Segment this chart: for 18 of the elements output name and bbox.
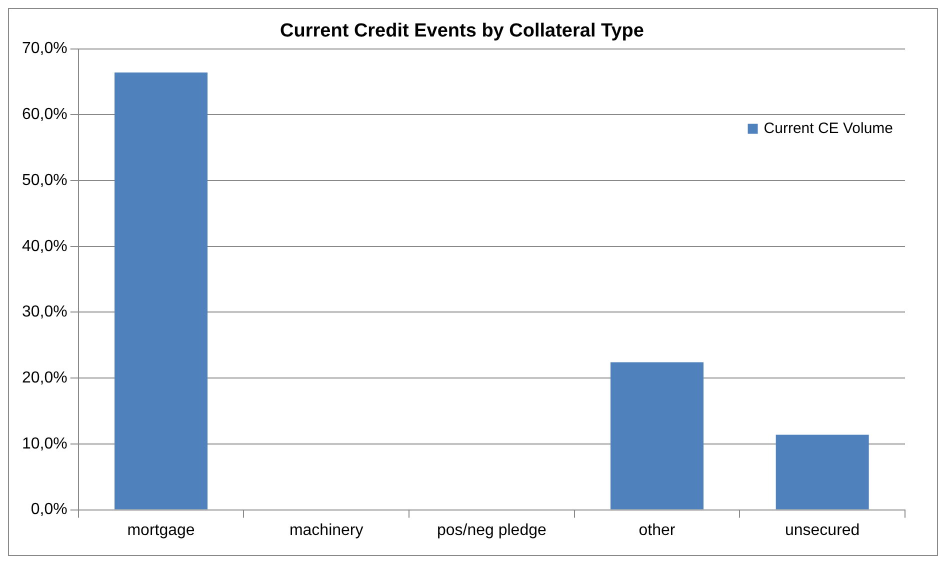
legend-label: Current CE Volume <box>764 120 894 137</box>
y-tick-label: 50,0% <box>22 172 68 189</box>
y-tick-label: 60,0% <box>22 106 68 124</box>
bar <box>610 362 704 510</box>
y-tick-label: 30,0% <box>22 304 68 321</box>
x-tick-label: unsecured <box>784 522 860 539</box>
y-tick-label: 40,0% <box>22 238 68 255</box>
x-tick-label: machinery <box>289 522 364 539</box>
x-tick-label: pos/neg pledge <box>436 522 546 539</box>
y-tick-label: 70,0% <box>22 40 68 58</box>
bar <box>114 72 208 510</box>
y-tick-label: 0,0% <box>30 501 68 518</box>
x-tick-label: mortgage <box>127 522 195 539</box>
y-tick-label: 10,0% <box>22 435 68 452</box>
x-tick-label: other <box>638 522 676 539</box>
chart-title: Current Credit Events by Collateral Type <box>280 20 644 42</box>
y-tick-label: 20,0% <box>22 369 68 386</box>
bar <box>776 434 869 510</box>
